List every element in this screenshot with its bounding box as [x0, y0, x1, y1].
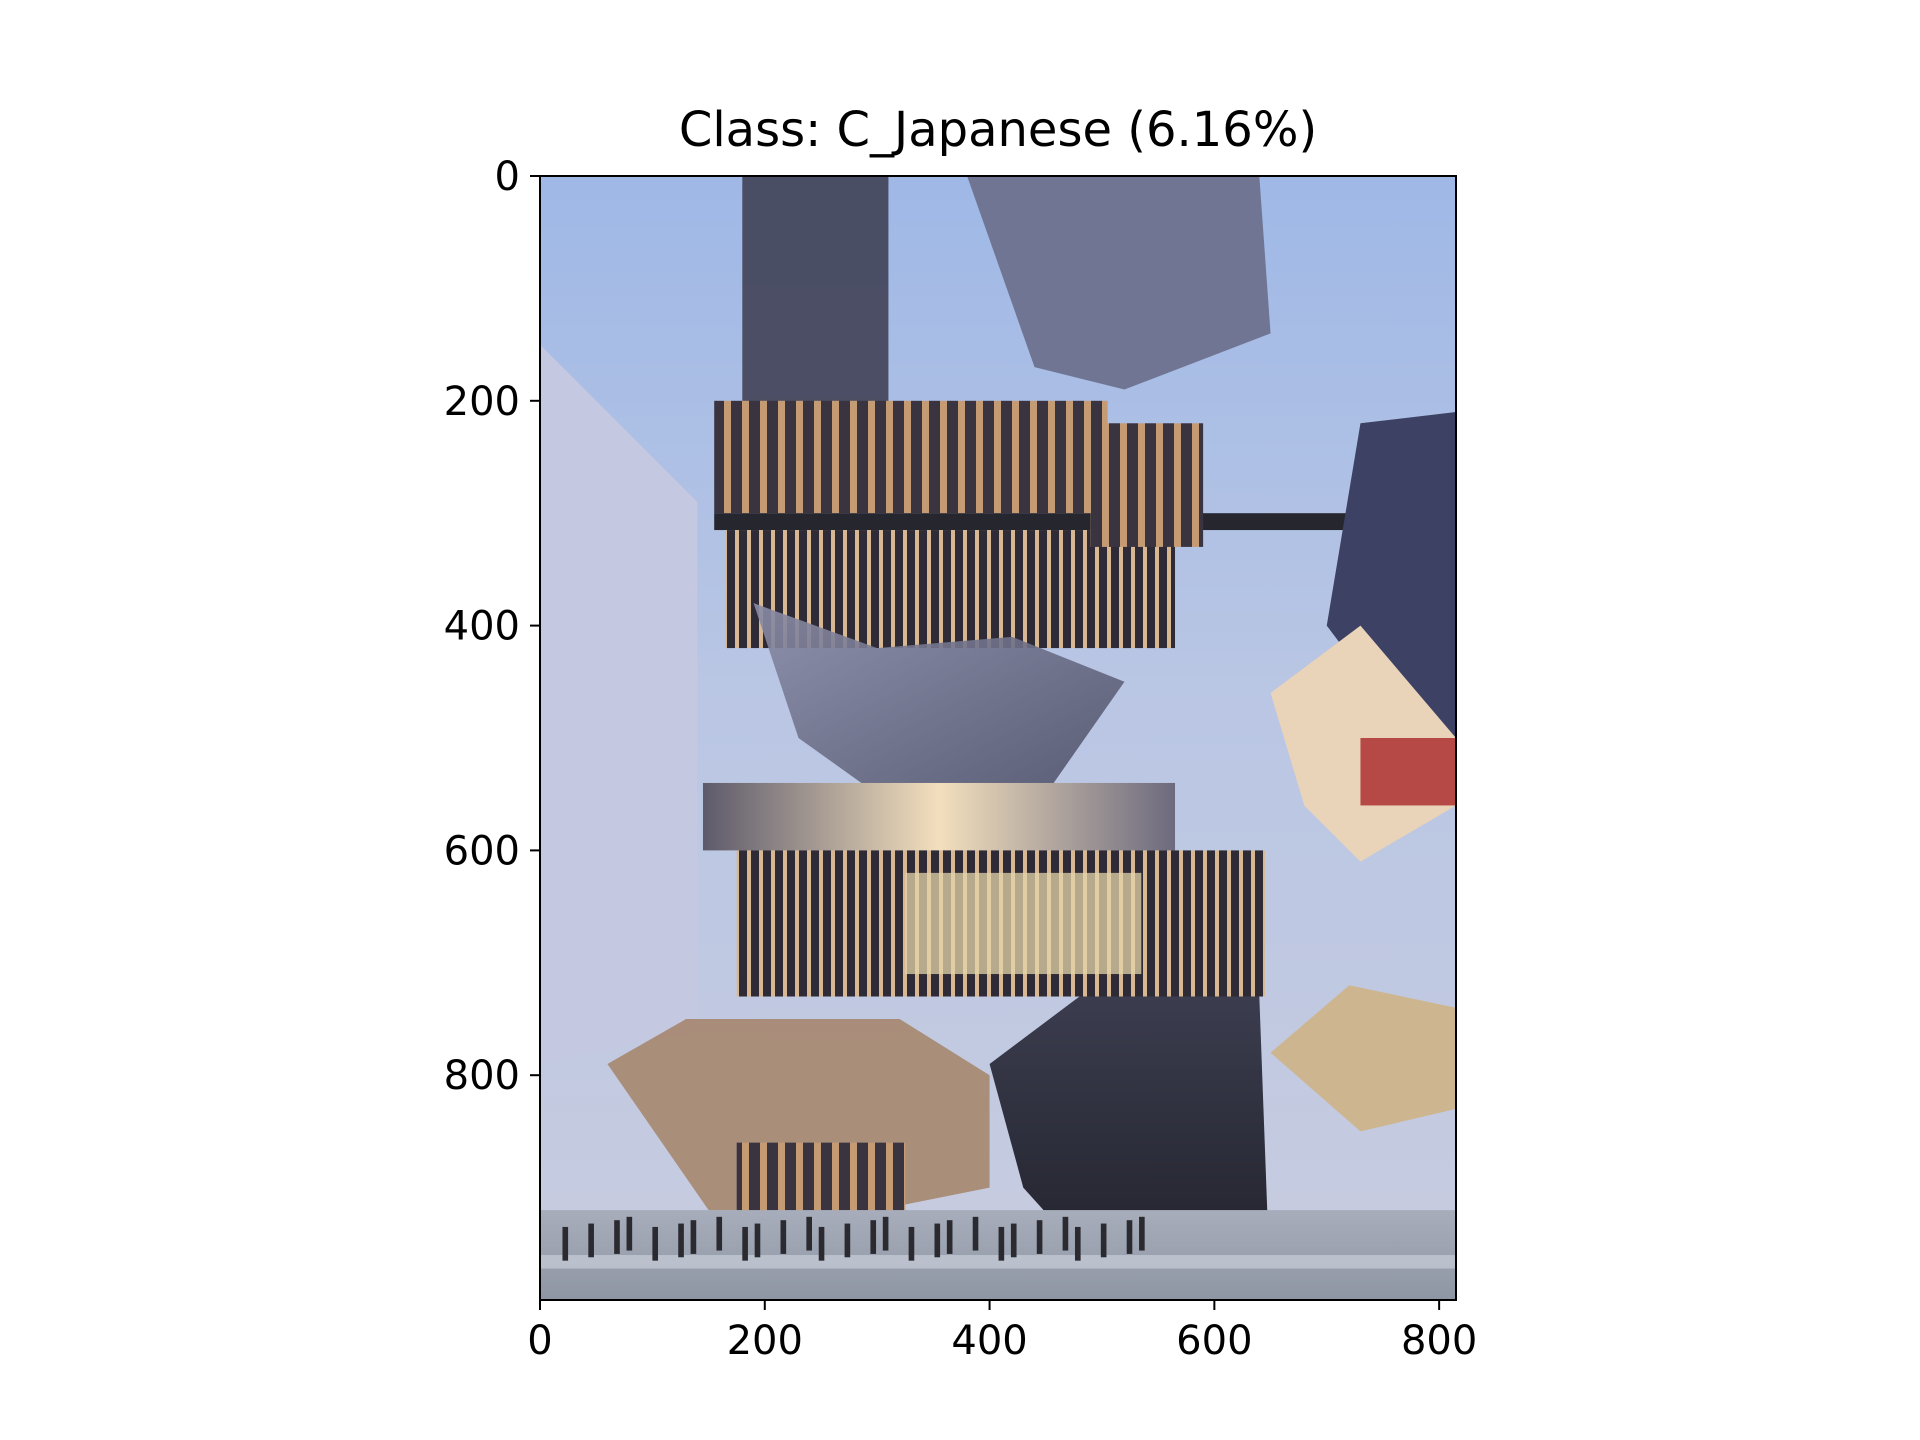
image-pedestrian — [1062, 1216, 1069, 1251]
image-pedestrian — [818, 1226, 825, 1261]
image-pedestrian — [588, 1223, 594, 1258]
image-crosswalk — [540, 1255, 1456, 1269]
image-red-sign — [1360, 738, 1456, 806]
image-pedestrian — [1126, 1220, 1133, 1254]
image-pedestrian — [562, 1226, 569, 1261]
image-warm-band — [702, 782, 1176, 851]
y-tick-label: 800 — [444, 1053, 520, 1099]
x-tick-label: 200 — [727, 1318, 803, 1364]
image-roof-band — [714, 513, 1355, 531]
image-grey-blob-top — [899, 176, 1271, 390]
image-pedestrian — [754, 1223, 761, 1258]
image-sky-left — [540, 344, 698, 1064]
image-building-upper — [714, 400, 1108, 514]
y-tick-label: 200 — [444, 379, 520, 425]
image-pedestrian — [844, 1223, 851, 1258]
image-pedestrian — [946, 1220, 953, 1254]
x-axis: 0 200 400 600 800 — [527, 1300, 1477, 1364]
image-pedestrian — [908, 1226, 915, 1261]
image-grey-blob-mid — [753, 603, 1125, 795]
plot-image — [540, 176, 1456, 1300]
image-tan-patch — [1270, 985, 1456, 1132]
y-tick-label: 0 — [495, 154, 520, 200]
image-pedestrian — [972, 1216, 979, 1251]
chart-title: Class: C_Japanese (6.16%) — [679, 102, 1317, 158]
image-pedestrian — [626, 1216, 633, 1251]
image-pedestrian — [882, 1216, 889, 1251]
image-pedestrian — [780, 1220, 787, 1254]
image-pedestrian — [716, 1216, 723, 1251]
image-distortion-patches — [540, 176, 1456, 1300]
image-pedestrian — [742, 1226, 748, 1261]
x-tick-label: 0 — [527, 1318, 552, 1364]
x-tick-label: 600 — [1176, 1318, 1252, 1364]
image-pedestrian — [690, 1220, 697, 1254]
image-pedestrian — [1074, 1226, 1081, 1261]
y-tick-label: 400 — [444, 604, 520, 650]
image-pedestrian — [1036, 1220, 1043, 1254]
image-pedestrian — [998, 1226, 1005, 1261]
image-pedestrian — [870, 1220, 877, 1254]
axes-frame — [539, 175, 1457, 1301]
image-pedestrian — [652, 1226, 659, 1261]
image-storefront — [736, 1142, 906, 1222]
image-pedestrian — [1010, 1223, 1017, 1258]
image-dark-streak — [742, 176, 889, 424]
y-tick-label: 600 — [444, 828, 520, 874]
image-pedestrian — [678, 1223, 684, 1258]
image-pedestrian — [1139, 1216, 1145, 1251]
x-tick-label: 400 — [951, 1318, 1027, 1364]
image-pedestrian — [934, 1223, 941, 1258]
image-pedestrian — [614, 1220, 620, 1254]
image-pedestrian — [806, 1216, 812, 1251]
x-tick-label: 800 — [1401, 1318, 1477, 1364]
y-axis: 0 200 400 600 800 — [444, 154, 540, 1099]
image-lit-windows — [905, 872, 1142, 975]
image-building-right-upper — [1090, 423, 1204, 547]
image-pedestrian — [1100, 1223, 1107, 1258]
